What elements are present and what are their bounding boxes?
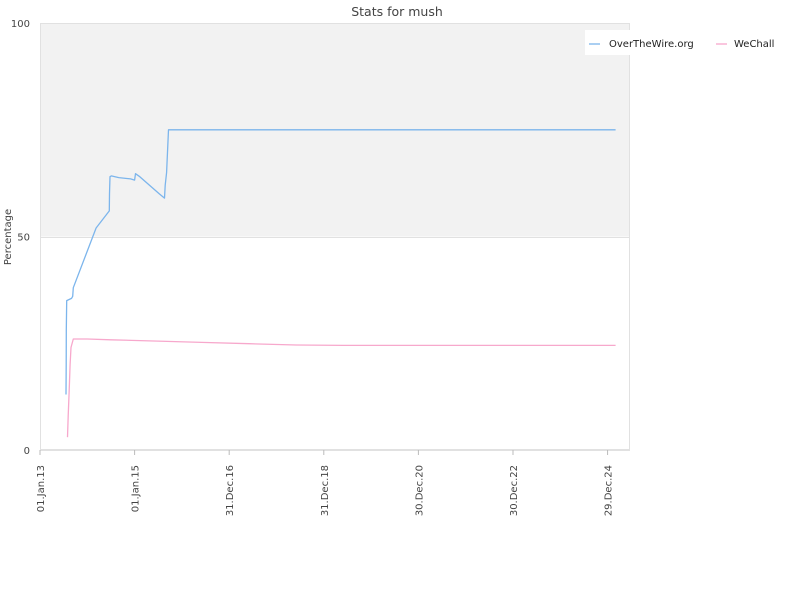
series-line-overthewire-org[interactable] <box>65 129 616 395</box>
legend: OverTheWire.org WeChall <box>585 30 785 55</box>
y-tick-label-100: 100 <box>11 19 30 30</box>
x-tick-label-3: 31.Dec.18 <box>320 465 331 516</box>
y-axis-ticks: 0 50 100 <box>11 19 30 457</box>
chart-title: Stats for mush <box>351 4 443 19</box>
x-tick-label-5: 30.Dec.22 <box>509 465 520 516</box>
series-line-wechall[interactable] <box>66 338 616 438</box>
x-tick-label-2: 31.Dec.16 <box>225 465 236 516</box>
legend-background <box>585 30 785 55</box>
y-tick-label-0: 0 <box>24 446 30 457</box>
x-tick-label-1: 01.Jan.15 <box>131 465 142 512</box>
x-axis-ticks: 01.Jan.13 01.Jan.15 31.Dec.16 31.Dec.18 30.D… <box>36 450 615 516</box>
plot-background <box>40 23 630 450</box>
x-tick-label-4: 30.Dec.20 <box>414 465 425 516</box>
legend-label-overthewire[interactable]: OverTheWire.org <box>609 39 694 50</box>
grid <box>40 23 630 451</box>
y-axis-label: Percentage <box>3 209 14 265</box>
legend-label-wechall[interactable]: WeChall <box>734 39 774 50</box>
x-tick-label-0: 01.Jan.13 <box>36 465 47 512</box>
y-tick-label-50: 50 <box>17 233 30 244</box>
series-group <box>65 129 616 438</box>
x-tick-label-6: 29.Dec.24 <box>604 465 615 516</box>
